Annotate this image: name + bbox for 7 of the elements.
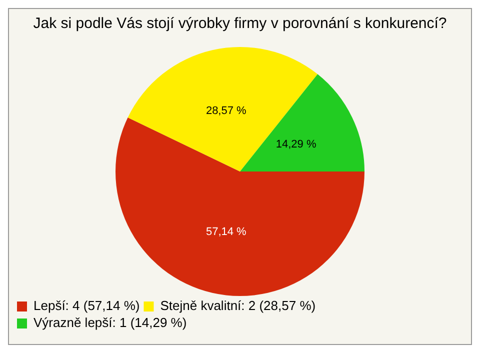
data-label: 57,14 % [206, 226, 247, 238]
legend-label: Lepší: 4 (57,14 %) [34, 298, 140, 314]
chart-title: Jak si podle Vás stojí výrobky firmy v porovnání s konkurencí? [33, 15, 447, 32]
legend-label: Výrazně lepší: 1 (14,29 %) [34, 315, 187, 330]
data-label: 28,57 % [206, 104, 247, 117]
data-label: 14,29 % [276, 138, 316, 151]
legend-label: Stejně kvalitní: 2 (28,57 %) [160, 298, 316, 314]
